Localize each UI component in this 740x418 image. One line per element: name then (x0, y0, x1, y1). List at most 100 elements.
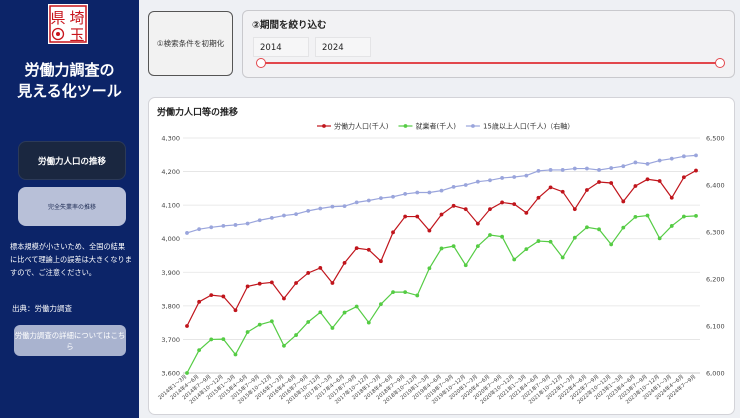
data-point (245, 330, 250, 334)
data-point (391, 290, 395, 294)
y-left-tick-label: 4,300 (161, 135, 180, 143)
data-point (366, 320, 371, 325)
data-point (282, 343, 286, 348)
app-title: 労働力調査の 見える化ツール (0, 60, 139, 102)
data-point (245, 221, 250, 226)
series-line (186, 214, 697, 374)
data-point (233, 352, 238, 357)
data-point (415, 293, 420, 298)
y-left-tick-label: 3,700 (161, 336, 180, 344)
data-point (536, 169, 541, 173)
y-left-tick-label: 3,800 (161, 302, 180, 310)
data-point (536, 195, 541, 200)
data-point (294, 333, 298, 337)
period-range-slider-track[interactable] (261, 62, 720, 64)
data-point (463, 183, 468, 187)
data-point (185, 371, 189, 375)
data-point (633, 214, 638, 219)
data-point (282, 296, 286, 301)
data-point (354, 304, 359, 309)
data-point (694, 168, 698, 173)
y-right-tick-label: 6,400 (706, 182, 725, 190)
data-point (560, 168, 565, 172)
data-point (585, 188, 589, 192)
nav-labor-force-trend[interactable]: 労働力人口の推移 (18, 141, 126, 180)
labor-force-line-chart: 3,600 3,700 3,800 3,900 4,000 4,100 4,200 4,300… (156, 122, 725, 406)
data-point (221, 337, 226, 341)
data-point (197, 227, 202, 232)
data-point (391, 230, 395, 235)
y-right-tick-label: 6,200 (706, 276, 725, 284)
data-point (609, 166, 614, 170)
y-left-tick-label: 3,600 (161, 370, 180, 378)
data-point (403, 214, 408, 219)
data-point (403, 192, 408, 196)
data-point (572, 166, 577, 171)
data-point (585, 225, 589, 230)
y-right-tick-label: 6,100 (706, 323, 725, 331)
data-point (451, 184, 456, 189)
data-point (342, 310, 347, 315)
data-point (391, 194, 395, 199)
data-point (572, 207, 577, 212)
data-point (354, 200, 359, 205)
reset-filters-button[interactable]: ①検索条件を初期化 (148, 11, 233, 76)
data-point (185, 324, 189, 328)
data-point (621, 199, 626, 204)
data-point (669, 156, 674, 161)
y-left-tick-label: 4,000 (161, 235, 180, 243)
data-point (548, 168, 553, 172)
data-point (379, 196, 383, 201)
data-point (221, 223, 226, 228)
chart-card: 労働力人口等の推移 3,600 3,700 3,800 3,900 4,000 4,100… (148, 97, 735, 415)
data-point (306, 208, 311, 213)
data-point (294, 212, 298, 217)
data-point (269, 280, 274, 285)
data-point (597, 227, 601, 232)
data-point (209, 337, 214, 342)
svg-text:埼: 埼 (69, 9, 84, 27)
data-point (294, 281, 298, 285)
data-point (621, 164, 626, 169)
end-year-field[interactable]: 2024 (315, 37, 371, 57)
data-point (379, 302, 383, 307)
data-point (427, 190, 432, 195)
sidebar: 県 埼 玉 労働力調査の 見える化ツール 労働力人口の推移 完全失業率の推移 標… (0, 0, 139, 418)
period-range-start-handle[interactable] (256, 58, 266, 68)
data-source: 出典：労働力調査 (12, 304, 72, 313)
data-point (451, 203, 456, 208)
data-point (366, 198, 371, 203)
data-point (560, 255, 565, 260)
data-point (524, 247, 529, 252)
y-left-tick-label: 4,200 (161, 168, 180, 176)
y-right-tick-label: 6,300 (706, 229, 725, 237)
data-point (560, 189, 565, 194)
data-point (548, 239, 553, 244)
data-point (621, 225, 626, 230)
data-point (500, 200, 504, 205)
data-point (633, 184, 638, 188)
data-point (694, 153, 698, 158)
data-point (451, 244, 456, 249)
data-point (463, 207, 468, 212)
legend-label: 15歳以上人口(千人)（右軸） (483, 122, 574, 131)
data-point (269, 319, 274, 324)
data-point (197, 299, 202, 304)
data-point (657, 236, 662, 241)
data-point (681, 175, 686, 180)
data-point (379, 259, 383, 264)
legend-label: 就業者(千人) (415, 122, 456, 131)
data-point (500, 176, 504, 180)
data-point (330, 204, 335, 209)
data-point (488, 178, 492, 183)
nav-unemployment-rate-trend[interactable]: 完全失業率の推移 (18, 187, 126, 226)
data-point (282, 213, 286, 218)
start-year-field[interactable]: 2014 (253, 37, 309, 57)
period-range-end-handle[interactable] (715, 58, 725, 68)
data-point (488, 207, 492, 212)
data-point (233, 308, 238, 313)
survey-details-button[interactable]: 労働力調査の詳細についてはこちら (14, 325, 126, 356)
y-right-tick-label: 6,000 (706, 370, 725, 378)
data-point (415, 190, 420, 195)
data-point (645, 177, 650, 182)
